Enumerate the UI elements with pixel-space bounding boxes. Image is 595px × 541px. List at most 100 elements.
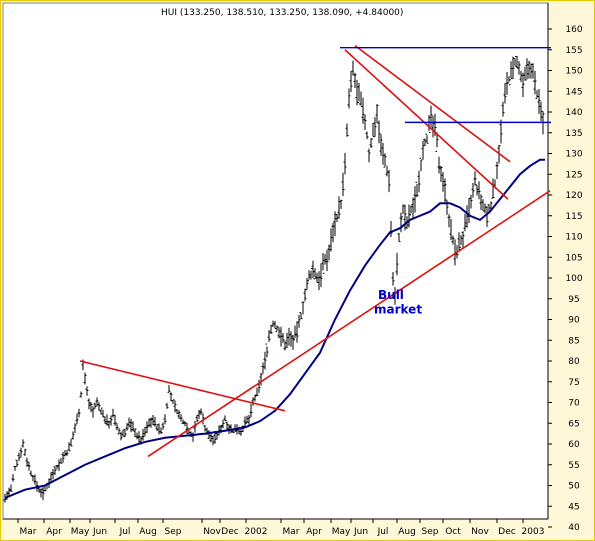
price-bar — [331, 221, 335, 243]
x-tick-label-20: 2003 — [522, 527, 545, 537]
y-tick-label-65: 65 — [568, 419, 579, 429]
price-bar — [325, 249, 329, 272]
price-bar — [359, 91, 363, 107]
x-tick-label-2: May — [71, 527, 90, 537]
moving-average-line — [4, 158, 545, 499]
price-bar — [103, 416, 107, 424]
price-bar — [391, 271, 395, 286]
price-bar — [267, 330, 271, 342]
price-bar — [501, 101, 505, 117]
price-bar — [123, 429, 127, 438]
price-bar — [265, 343, 269, 358]
price-bar — [63, 450, 67, 457]
price-bar — [327, 244, 331, 261]
price-bar — [459, 235, 463, 248]
price-bar — [281, 332, 285, 344]
price-bar — [129, 418, 133, 433]
price-bar — [311, 260, 315, 279]
price-bar — [179, 414, 183, 422]
price-bar — [511, 56, 515, 79]
price-bar — [183, 421, 187, 427]
price-bar — [91, 406, 95, 418]
price-bar — [301, 301, 305, 315]
x-tick-label-17: Oct — [445, 527, 461, 537]
y-tick-label-55: 55 — [568, 461, 579, 471]
price-bar — [413, 186, 417, 213]
price-bar — [491, 178, 495, 199]
y-tick-label-40: 40 — [568, 523, 580, 533]
price-bar — [423, 138, 427, 147]
price-bar — [115, 423, 119, 431]
x-tick-label-8: Dec — [221, 527, 238, 537]
price-bar — [499, 119, 503, 144]
price-bar — [83, 372, 87, 385]
trendline-0 — [79, 360, 286, 412]
price-bar — [259, 372, 263, 386]
price-bar — [203, 425, 207, 432]
price-bar — [197, 409, 201, 419]
price-bar — [349, 71, 353, 93]
price-bar — [329, 228, 333, 252]
price-bar — [145, 421, 149, 434]
price-bar — [151, 415, 155, 426]
y-tick-label-90: 90 — [568, 316, 580, 326]
y-tick-label-140: 140 — [565, 108, 582, 118]
price-bar — [207, 430, 211, 440]
y-tick-label-155: 155 — [565, 46, 582, 56]
price-bar — [305, 277, 309, 291]
y-tick-label-95: 95 — [568, 295, 579, 305]
y-tick-label-75: 75 — [568, 378, 579, 388]
price-bar — [295, 321, 299, 343]
price-bar — [537, 88, 541, 115]
price-bar — [149, 417, 153, 428]
price-bar — [75, 413, 79, 425]
y-tick-label-105: 105 — [565, 253, 582, 263]
price-bar — [169, 392, 173, 402]
y-tick-label-115: 115 — [565, 212, 582, 222]
price-bar — [417, 170, 421, 193]
price-bar — [153, 416, 157, 427]
price-bar — [175, 409, 179, 415]
price-bar — [31, 475, 35, 482]
price-bar — [7, 487, 11, 497]
price-bar — [99, 407, 103, 415]
price-bars — [3, 55, 545, 503]
price-bar — [137, 431, 141, 443]
price-bar — [97, 402, 101, 411]
price-bar — [167, 385, 171, 393]
x-tick-label-18: Nov — [471, 527, 489, 537]
price-bar — [79, 391, 83, 398]
price-bar — [399, 212, 403, 233]
x-tick-label-10: Mar — [283, 527, 300, 537]
price-bar — [87, 398, 91, 410]
price-bar — [241, 425, 245, 433]
price-bar — [93, 402, 97, 409]
price-bar — [159, 427, 163, 435]
price-bar — [275, 325, 279, 332]
price-bar — [533, 70, 537, 95]
y-tick-label-60: 60 — [568, 440, 580, 450]
x-tick-label-14: Jul — [377, 527, 389, 537]
price-bar — [141, 428, 145, 441]
price-bar — [337, 196, 341, 219]
price-bar — [121, 429, 125, 437]
price-bar — [49, 472, 53, 482]
price-bar — [431, 115, 435, 138]
price-bar — [345, 123, 349, 137]
price-bar — [95, 397, 99, 407]
price-bar — [163, 414, 167, 425]
price-bar — [373, 117, 377, 137]
trendline-3 — [344, 49, 509, 200]
price-bar — [525, 58, 529, 80]
price-bar — [53, 466, 57, 475]
y-tick-label-85: 85 — [568, 336, 579, 346]
x-tick-label-5: Aug — [139, 527, 157, 537]
price-bar — [223, 415, 227, 422]
price-bar — [133, 428, 137, 438]
y-tick-label-145: 145 — [565, 87, 582, 97]
price-bar — [127, 417, 131, 428]
price-bar — [111, 408, 115, 418]
price-bar — [387, 169, 391, 193]
price-bar — [335, 213, 339, 222]
